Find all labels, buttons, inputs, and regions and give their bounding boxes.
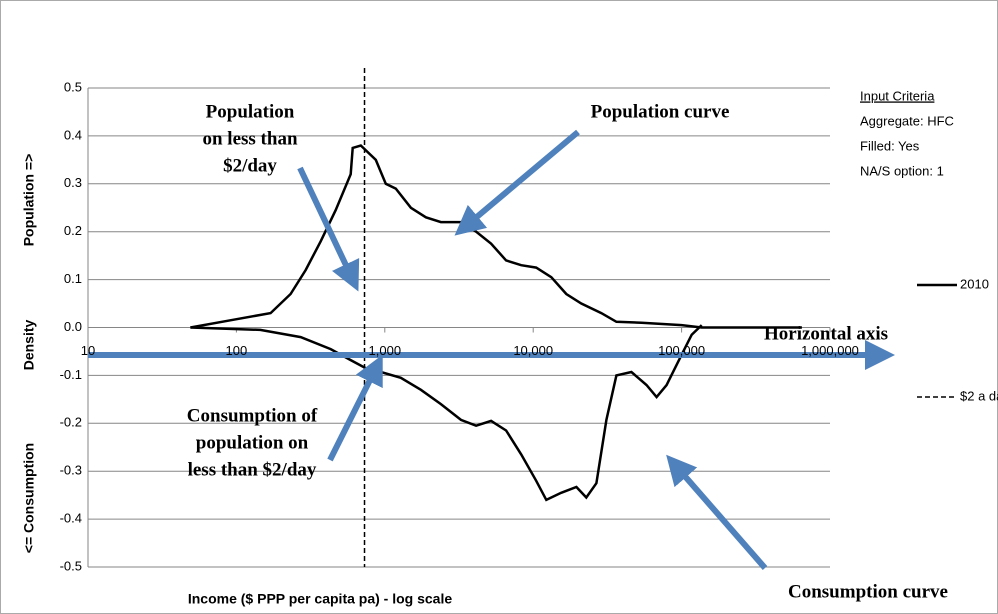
x-axis-label: Income ($ PPP per capita pa) - log scale bbox=[188, 591, 452, 607]
annotation: population on bbox=[196, 432, 309, 453]
y-tick-label: -0.5 bbox=[60, 558, 82, 573]
arrow bbox=[666, 454, 768, 570]
y-axis-label: Density bbox=[21, 320, 37, 371]
x-tick-label: 10,000 bbox=[513, 343, 553, 358]
arrow bbox=[297, 166, 360, 292]
y-tick-label: 0.1 bbox=[64, 271, 82, 286]
y-tick-label: -0.2 bbox=[60, 415, 82, 430]
annotation: on less than bbox=[202, 128, 297, 149]
criteria-title: Input Criteria bbox=[860, 88, 935, 103]
legend-label: $2 a day bbox=[960, 388, 998, 403]
y-tick-label: 0.3 bbox=[64, 175, 82, 190]
x-tick-label: 100,000 bbox=[658, 343, 705, 358]
y-tick-label: -0.1 bbox=[60, 367, 82, 382]
x-tick-label: 1,000,000 bbox=[801, 343, 859, 358]
y-axis-label: Population => bbox=[21, 154, 37, 247]
x-tick-label: 1,000 bbox=[369, 343, 402, 358]
y-tick-label: 0.2 bbox=[64, 223, 82, 238]
x-tick-label: 100 bbox=[226, 343, 248, 358]
x-tick-label: 10 bbox=[81, 343, 95, 358]
labels: 0.5 0.4 0.3 0.2 0.1 0.0 -0.1 -0.2 -0.3 -0.4 -0.5 10… bbox=[60, 79, 998, 602]
series-line bbox=[190, 144, 802, 329]
y-tick-label: 0.4 bbox=[64, 127, 82, 142]
annotation: Consumption of bbox=[187, 405, 318, 426]
annotation: Consumption curve bbox=[788, 581, 948, 602]
arrow bbox=[454, 129, 580, 236]
y-tick-label: -0.4 bbox=[60, 511, 82, 526]
annotation: Horizontal axis bbox=[764, 323, 888, 344]
criteria-line: NA/S option: 1 bbox=[860, 163, 944, 178]
y-tick-label: 0.5 bbox=[64, 79, 82, 94]
y-axis-label: <= Consumption bbox=[21, 443, 37, 553]
y-tick-label: 0.0 bbox=[64, 319, 82, 334]
annotation: $2/day bbox=[223, 155, 277, 176]
annotation: less than $2/day bbox=[188, 459, 317, 480]
arrow bbox=[327, 354, 383, 462]
criteria-line: Aggregate: HFC bbox=[860, 113, 954, 128]
annotation: Population bbox=[206, 101, 295, 122]
legend-label: 2010 bbox=[960, 276, 989, 291]
y-tick-label: -0.3 bbox=[60, 463, 82, 478]
annotation: Population curve bbox=[591, 101, 730, 122]
criteria-line: Filled: Yes bbox=[860, 138, 920, 153]
